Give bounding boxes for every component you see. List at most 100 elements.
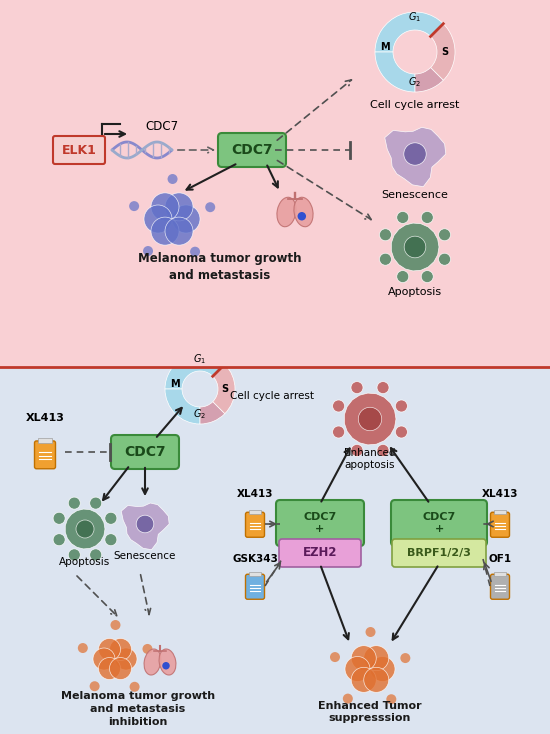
Wedge shape bbox=[375, 52, 415, 92]
Text: $G_1$: $G_1$ bbox=[194, 352, 207, 366]
Circle shape bbox=[90, 497, 102, 509]
Text: EZH2: EZH2 bbox=[302, 547, 337, 559]
Circle shape bbox=[205, 202, 215, 212]
Circle shape bbox=[377, 382, 389, 393]
Circle shape bbox=[136, 515, 154, 533]
Text: XL413: XL413 bbox=[25, 413, 64, 423]
Text: CDC7: CDC7 bbox=[231, 143, 273, 157]
Circle shape bbox=[377, 444, 389, 457]
Polygon shape bbox=[65, 509, 105, 549]
Text: CDC7
+: CDC7 + bbox=[304, 512, 337, 534]
Circle shape bbox=[151, 193, 179, 221]
FancyBboxPatch shape bbox=[53, 136, 105, 164]
Circle shape bbox=[109, 658, 131, 680]
Circle shape bbox=[53, 534, 65, 545]
Circle shape bbox=[379, 229, 392, 241]
Wedge shape bbox=[431, 23, 455, 80]
FancyBboxPatch shape bbox=[491, 574, 509, 599]
Circle shape bbox=[68, 549, 80, 561]
Text: M: M bbox=[380, 42, 390, 52]
Circle shape bbox=[366, 627, 376, 637]
Circle shape bbox=[364, 646, 389, 671]
Circle shape bbox=[404, 143, 426, 165]
Text: GSK343: GSK343 bbox=[232, 554, 278, 564]
Text: ELK1: ELK1 bbox=[62, 144, 96, 156]
Circle shape bbox=[172, 205, 200, 233]
Polygon shape bbox=[392, 223, 439, 271]
Text: Senescence: Senescence bbox=[114, 551, 176, 561]
Circle shape bbox=[438, 253, 450, 265]
Circle shape bbox=[98, 658, 120, 680]
Text: $G_2$: $G_2$ bbox=[194, 407, 207, 421]
Circle shape bbox=[298, 212, 306, 220]
Ellipse shape bbox=[144, 649, 161, 675]
Text: Apoptosis: Apoptosis bbox=[388, 287, 442, 297]
Circle shape bbox=[333, 400, 345, 412]
Polygon shape bbox=[344, 393, 396, 445]
Circle shape bbox=[330, 652, 340, 662]
Circle shape bbox=[168, 174, 178, 184]
Circle shape bbox=[115, 648, 137, 670]
FancyBboxPatch shape bbox=[279, 539, 361, 567]
Circle shape bbox=[370, 656, 395, 681]
FancyBboxPatch shape bbox=[245, 574, 265, 599]
Wedge shape bbox=[200, 401, 225, 424]
Circle shape bbox=[351, 667, 376, 692]
Circle shape bbox=[129, 201, 139, 211]
Circle shape bbox=[165, 193, 193, 221]
Circle shape bbox=[93, 648, 115, 670]
Ellipse shape bbox=[294, 197, 313, 227]
Wedge shape bbox=[165, 389, 200, 424]
Ellipse shape bbox=[159, 649, 176, 675]
Polygon shape bbox=[385, 127, 446, 186]
Text: BRPF1/2/3: BRPF1/2/3 bbox=[407, 548, 471, 558]
Circle shape bbox=[404, 236, 426, 258]
Ellipse shape bbox=[277, 197, 296, 227]
Circle shape bbox=[144, 205, 172, 233]
Circle shape bbox=[142, 644, 152, 654]
Circle shape bbox=[68, 497, 80, 509]
Text: XL413: XL413 bbox=[482, 489, 518, 499]
Text: XL413: XL413 bbox=[236, 489, 273, 499]
Circle shape bbox=[190, 247, 200, 257]
Circle shape bbox=[421, 271, 433, 283]
Bar bbox=[494, 509, 506, 515]
Text: M: M bbox=[170, 379, 180, 389]
Polygon shape bbox=[121, 503, 169, 550]
Text: Cell cycle arrest: Cell cycle arrest bbox=[370, 100, 460, 110]
Circle shape bbox=[76, 520, 94, 538]
Circle shape bbox=[351, 444, 363, 457]
Bar bbox=[249, 509, 261, 515]
Circle shape bbox=[143, 246, 153, 256]
Circle shape bbox=[364, 667, 389, 692]
FancyBboxPatch shape bbox=[111, 435, 179, 469]
Wedge shape bbox=[375, 12, 443, 52]
Text: Enhanced
apoptosis: Enhanced apoptosis bbox=[344, 448, 396, 470]
FancyBboxPatch shape bbox=[35, 441, 56, 469]
Circle shape bbox=[53, 512, 65, 524]
FancyBboxPatch shape bbox=[392, 539, 486, 567]
Circle shape bbox=[351, 382, 363, 393]
Wedge shape bbox=[165, 354, 225, 389]
Circle shape bbox=[395, 426, 408, 438]
Circle shape bbox=[397, 271, 409, 283]
Circle shape bbox=[358, 407, 382, 431]
Text: S: S bbox=[442, 47, 449, 57]
Text: Apoptosis: Apoptosis bbox=[59, 557, 111, 567]
Text: OF1: OF1 bbox=[488, 554, 512, 564]
Circle shape bbox=[90, 681, 100, 691]
Circle shape bbox=[105, 534, 117, 545]
Circle shape bbox=[333, 426, 345, 438]
Text: CDC7: CDC7 bbox=[124, 445, 166, 459]
Circle shape bbox=[386, 694, 397, 704]
Circle shape bbox=[395, 400, 408, 412]
FancyBboxPatch shape bbox=[391, 500, 487, 546]
Circle shape bbox=[109, 639, 131, 661]
Circle shape bbox=[421, 211, 433, 223]
Text: Cell cycle arrest: Cell cycle arrest bbox=[230, 391, 314, 401]
Circle shape bbox=[130, 682, 140, 691]
Text: $G_1$: $G_1$ bbox=[409, 10, 422, 24]
Text: Senescence: Senescence bbox=[382, 190, 448, 200]
Wedge shape bbox=[415, 68, 443, 92]
FancyBboxPatch shape bbox=[276, 500, 364, 546]
